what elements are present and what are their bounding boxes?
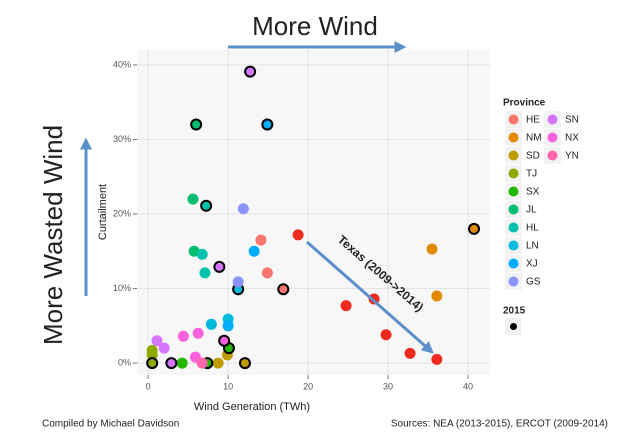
point <box>468 222 481 235</box>
point <box>196 248 208 260</box>
legend-label: YN <box>565 151 579 162</box>
point <box>199 267 211 279</box>
x-axis-label: Wind Generation (TWh) <box>194 401 310 413</box>
point <box>292 229 304 241</box>
point <box>237 203 249 215</box>
legend-symbol <box>508 222 519 233</box>
x-tick-label: 0 <box>146 381 151 391</box>
x-tick-label: 10 <box>223 381 233 391</box>
legend-label: SX <box>526 187 540 198</box>
point <box>146 349 158 361</box>
arrow <box>306 240 434 354</box>
legend-title: 2015 <box>503 306 526 317</box>
legend-symbol <box>508 240 519 251</box>
point <box>244 65 257 78</box>
point <box>261 267 273 279</box>
point <box>187 193 199 205</box>
legend-label: JL <box>526 205 537 216</box>
legend-label: NX <box>565 133 579 144</box>
point <box>222 320 234 332</box>
point <box>380 329 392 341</box>
y-tick-label: 30% <box>113 134 131 144</box>
legend-label: GS <box>526 277 541 288</box>
legend-label: NM <box>526 133 542 144</box>
point <box>255 234 267 246</box>
point <box>404 347 416 359</box>
x-tick-label: 40 <box>463 381 473 391</box>
point <box>158 342 170 354</box>
legend-symbol <box>547 132 558 143</box>
point <box>426 243 438 255</box>
point <box>218 334 231 347</box>
plot-panel <box>137 50 490 375</box>
legend-label: LN <box>526 241 539 252</box>
point <box>176 357 188 369</box>
y-axis-label: Curtailment <box>97 184 109 240</box>
point <box>431 290 443 302</box>
point <box>165 357 178 370</box>
point <box>340 300 352 312</box>
legend-label: TJ <box>526 169 537 180</box>
point <box>238 357 251 370</box>
point <box>146 357 159 370</box>
legend-symbol <box>508 114 519 125</box>
legend-symbol <box>547 150 558 161</box>
footer: Sources: NEA (2013-2015), ERCOT (2009-20… <box>391 419 608 430</box>
y-tick-label: 20% <box>113 208 131 218</box>
legend-label: XJ <box>526 259 538 270</box>
point <box>190 118 203 131</box>
point <box>205 318 217 330</box>
legend-symbol <box>508 132 519 143</box>
legend-label: HE <box>526 115 540 126</box>
footer: Compiled by Michael Davidson <box>42 419 179 430</box>
y-tick-label: 40% <box>113 59 131 69</box>
x-tick-label: 20 <box>303 381 313 391</box>
legend-symbol <box>508 186 519 197</box>
point <box>192 327 204 339</box>
legend-symbol <box>508 276 519 287</box>
point <box>232 276 244 288</box>
legend-label: SD <box>526 151 540 162</box>
chart-title: More Wind <box>252 11 378 41</box>
legend-symbol <box>508 258 519 269</box>
point <box>431 353 443 365</box>
legend-symbol <box>510 323 517 330</box>
point <box>151 335 163 347</box>
point <box>212 357 224 369</box>
point <box>200 199 213 212</box>
side-title: More Wasted Wind <box>38 125 68 345</box>
legend-symbol <box>508 150 519 161</box>
legend-label: HL <box>526 223 539 234</box>
y-tick-label: 10% <box>113 283 131 293</box>
x-tick-label: 30 <box>383 381 393 391</box>
point <box>177 330 189 342</box>
point <box>196 357 208 369</box>
legend-symbol <box>508 168 519 179</box>
point <box>277 283 290 296</box>
legend-label: SN <box>565 115 579 126</box>
legend-symbol <box>508 204 519 215</box>
y-tick-label: 0% <box>118 357 131 367</box>
point <box>248 245 260 257</box>
legend-title: Province <box>503 98 546 109</box>
point <box>213 260 226 273</box>
legend-symbol <box>547 114 558 125</box>
point <box>261 118 274 131</box>
